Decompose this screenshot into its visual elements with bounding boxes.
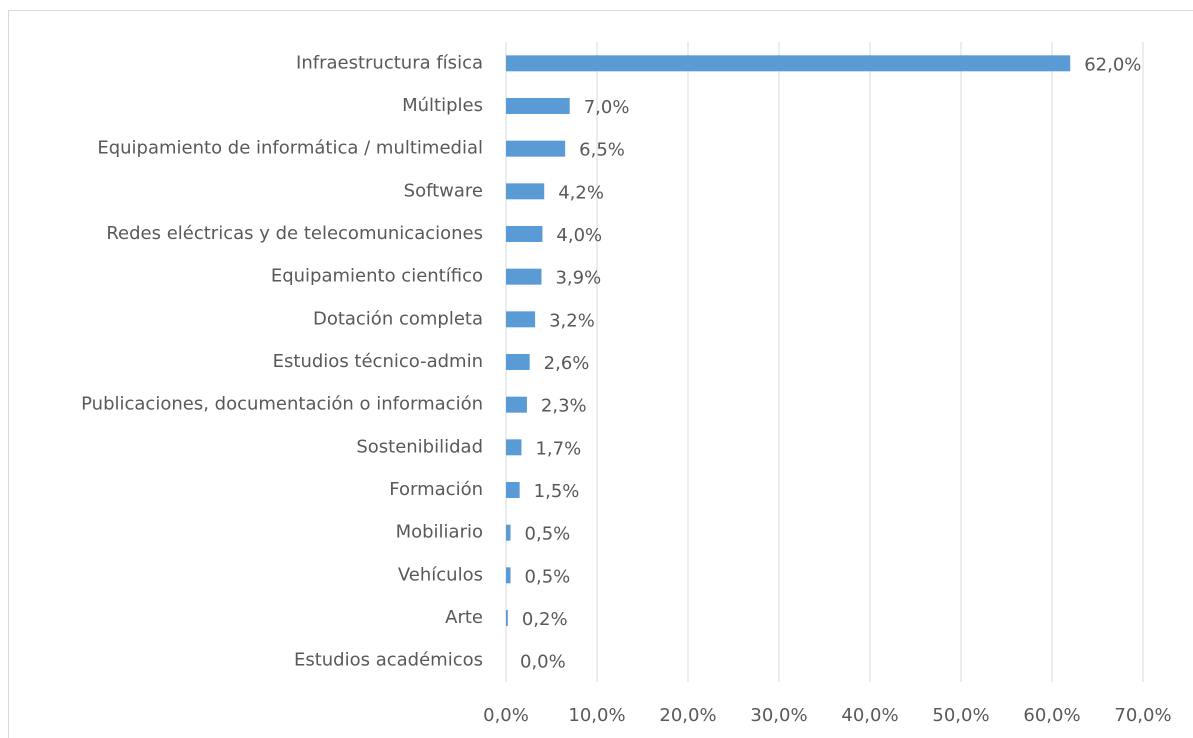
bar [506, 567, 511, 584]
x-tick-label: 20,0% [659, 705, 716, 726]
x-tick-label: 0,0% [483, 705, 529, 726]
y-tick-label: Infraestructura física [296, 52, 483, 73]
value-label: 0,5% [525, 566, 571, 587]
value-label: 0,2% [522, 609, 568, 630]
value-label: 1,7% [535, 438, 581, 459]
x-tick-label: 10,0% [568, 705, 625, 726]
y-tick-label: Múltiples [402, 95, 483, 116]
bar [506, 183, 545, 200]
bar [506, 482, 520, 498]
y-tick-label: Sostenibilidad [356, 436, 483, 457]
value-label: 3,9% [555, 268, 601, 289]
value-label: 3,2% [549, 310, 595, 331]
y-tick-label: Equipamiento de informática / multimedia… [97, 138, 483, 159]
bar [506, 268, 542, 285]
value-label: 4,0% [556, 225, 602, 246]
chart-border [8, 10, 1193, 738]
value-label: 62,0% [1084, 54, 1141, 75]
y-tick-label: Equipamiento científico [271, 266, 483, 287]
value-label: 0,5% [525, 524, 571, 545]
bar [506, 140, 566, 157]
x-tick-label: 70,0% [1114, 705, 1171, 726]
y-tick-label: Publicaciones, documentación o informaci… [81, 394, 483, 415]
x-tick-label: 40,0% [841, 705, 898, 726]
y-tick-label: Formación [389, 479, 483, 500]
bar [506, 439, 522, 456]
value-label: 7,0% [584, 97, 630, 118]
value-label: 2,3% [541, 396, 587, 417]
value-label: 2,6% [544, 353, 590, 374]
bar [506, 55, 1071, 72]
bar [506, 354, 530, 370]
bar [506, 396, 527, 413]
y-tick-label: Arte [445, 607, 483, 628]
y-tick-label: Estudios académicos [294, 650, 483, 671]
y-tick-label: Mobiliario [396, 522, 483, 543]
y-tick-label: Software [404, 180, 483, 201]
bar [506, 226, 543, 242]
bar [506, 524, 511, 541]
value-label: 0,0% [520, 652, 566, 673]
y-tick-label: Redes eléctricas y de telecomunicaciones [106, 223, 483, 244]
x-tick-label: 50,0% [932, 705, 989, 726]
bar [506, 98, 570, 114]
x-tick-label: 30,0% [750, 705, 807, 726]
y-tick-label: Estudios técnico-admin [273, 351, 483, 372]
value-label: 1,5% [534, 481, 580, 502]
value-label: 4,2% [558, 182, 604, 203]
y-tick-label: Dotación completa [313, 308, 483, 329]
y-tick-label: Vehículos [398, 564, 483, 585]
value-label: 6,5% [579, 140, 625, 161]
bar [506, 610, 508, 626]
x-tick-label: 60,0% [1023, 705, 1080, 726]
bar [506, 311, 536, 328]
